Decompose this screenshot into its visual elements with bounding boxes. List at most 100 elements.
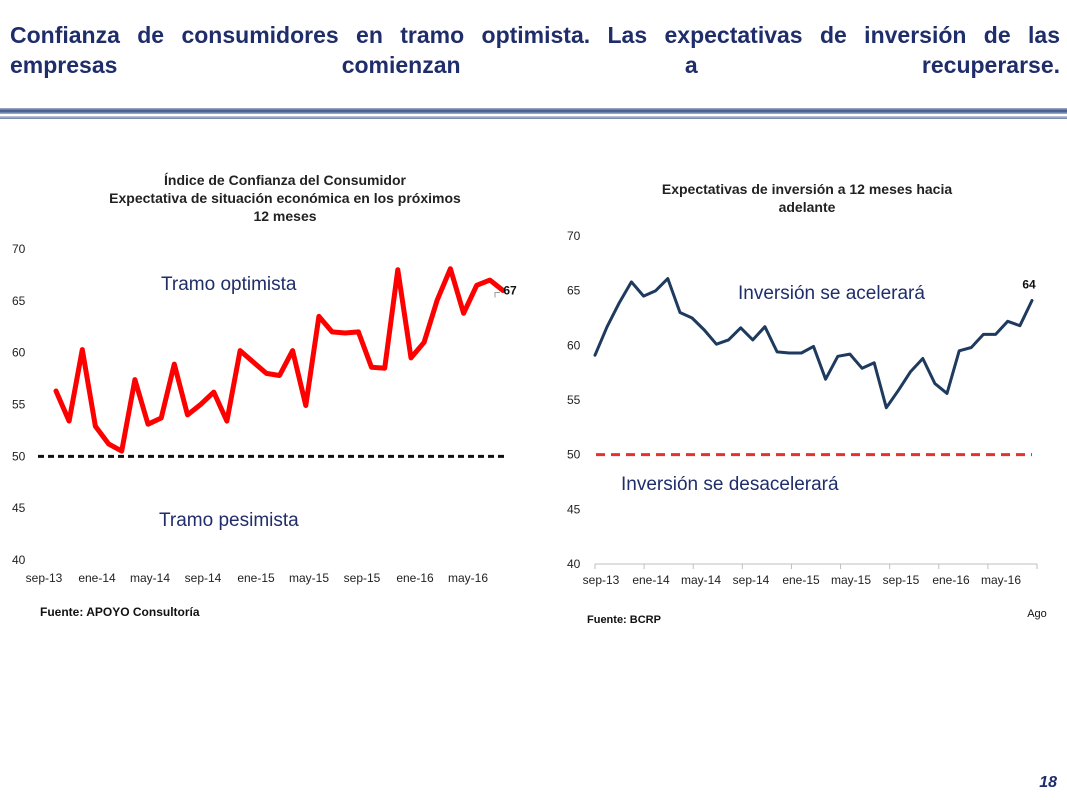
data-point [397,268,399,271]
data-point [489,279,491,281]
chart-title-line: adelante [779,199,836,215]
data-point [727,339,730,341]
data-point [410,357,412,359]
y-tick-label: 45 [567,502,581,516]
x-tick-label: ene-15 [237,571,275,585]
y-tick-label: 65 [567,284,581,298]
x-tick-label: ene-14 [632,573,670,587]
data-point [679,311,681,314]
data-point [462,312,465,315]
data-point [630,281,633,283]
data-point [873,362,875,364]
data-point [739,327,742,329]
y-tick-label: 65 [12,294,26,308]
y-tick-label: 60 [12,346,26,360]
data-point [120,450,123,452]
data-point [278,374,281,377]
data-point [946,392,948,395]
data-point [776,351,778,353]
data-point [252,361,255,363]
data-point [173,363,176,365]
data-point [475,284,478,287]
data-point [1031,299,1033,302]
slide-title: Confianza de consumidores en tramo optim… [10,20,1060,80]
data-point [134,378,136,381]
y-tick-label: 60 [567,338,581,352]
x-tick-label: may-16 [981,573,1021,587]
data-point [186,414,189,416]
x-tick-label: sep-15 [344,571,381,585]
data-point [897,389,900,391]
data-point [788,352,791,354]
data-point [994,333,997,336]
x-tick-label: may-14 [681,573,721,587]
data-point [885,406,888,409]
x-tick-label: may-15 [831,573,871,587]
data-point [357,331,360,333]
data-point [812,345,815,348]
data-point [239,349,241,352]
y-tick-label: 50 [12,449,26,463]
chart-title-line: Expectativas de inversión a 12 meses hac… [662,181,952,197]
x-tick-label: sep-14 [733,573,770,587]
data-point [1006,320,1009,323]
page-number: 18 [1039,774,1057,791]
chart-title-line: Índice de Confianza del Consumidor [164,172,406,188]
data-point [909,370,912,373]
data-point [618,301,621,304]
data-point [370,366,373,368]
x-tick-label: may-16 [448,571,488,585]
x-tick-label: sep-15 [883,573,920,587]
data-point [861,367,863,370]
data-point [331,331,333,333]
data-point [921,357,924,360]
data-point [94,425,97,428]
data-point [265,372,268,375]
data-point [836,355,839,358]
annotation-lower: Tramo pesimista [159,510,299,531]
annotation-upper: Inversión se acelerará [738,283,925,304]
data-point [436,298,439,301]
data-point [703,329,706,331]
data-point [824,378,827,381]
y-tick-label: 45 [12,501,26,515]
data-point [291,349,294,352]
y-tick-label: 55 [12,398,26,412]
data-point [449,267,452,270]
data-point [226,420,228,422]
data-point [982,333,985,336]
x-tick-label: sep-13 [26,571,63,585]
chart-title-line: Expectativa de situación económica en lo… [109,190,461,206]
data-point [68,420,70,422]
data-point [594,354,596,356]
x-tick-label: sep-13 [583,573,620,587]
data-point [667,277,669,280]
data-point [958,350,960,352]
end-value-label: 67 [503,283,517,297]
x-tick-label: ene-16 [396,571,434,585]
annotation-upper: Tramo optimista [161,274,297,295]
data-point [199,403,202,406]
data-point [691,317,693,319]
data-point [642,295,645,297]
x-tick-label: may-15 [289,571,329,585]
data-point [800,352,803,354]
data-point [318,315,320,318]
x-tick-label: ene-14 [78,571,116,585]
data-point [502,289,504,292]
data-point [764,325,766,328]
end-label-leader [494,291,500,298]
x-tick-label: ene-15 [782,573,820,587]
slide-title-line-2: empresas comienzan a recuperarse. [10,52,1060,78]
data-point [55,390,57,392]
y-tick-label: 70 [567,229,581,243]
slide-title-line-1: Confianza de consumidores en tramo optim… [10,22,1060,48]
data-point [752,339,754,341]
last-period-label: Ago [1027,608,1047,620]
end-value-label: 64 [1022,278,1036,292]
data-point [147,423,149,425]
data-point [849,353,851,355]
data-point [934,382,936,385]
